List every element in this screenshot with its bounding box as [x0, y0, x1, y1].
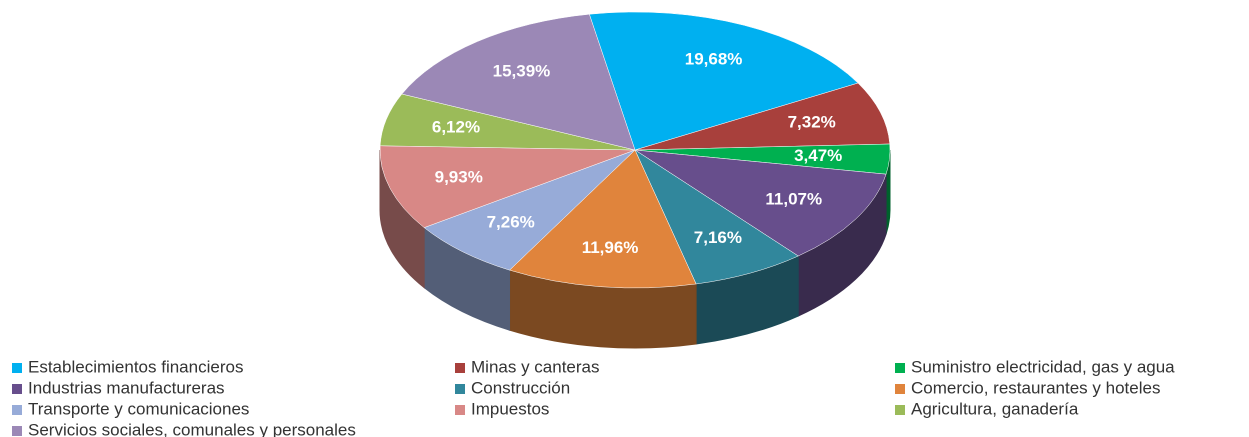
- data-label: 15,39%: [493, 61, 551, 80]
- legend-label: Construcción: [471, 378, 570, 397]
- legend-label: Impuestos: [471, 399, 549, 418]
- slice: [509, 149, 697, 289]
- legend-swatch: [895, 384, 905, 394]
- legend-swatch: [895, 363, 905, 373]
- slice: [401, 13, 636, 151]
- legend-label: Servicios sociales, comunales y personal…: [28, 420, 356, 437]
- slice: [379, 145, 636, 228]
- legend-label: Industrias manufactureras: [28, 378, 225, 397]
- legend-label: Comercio, restaurantes y hoteles: [911, 378, 1160, 397]
- legend-swatch: [12, 426, 22, 436]
- slice: [634, 149, 799, 285]
- legend-label: Suministro electricidad, gas y agua: [911, 357, 1175, 376]
- data-label: 11,96%: [582, 238, 639, 257]
- data-label: 7,32%: [788, 113, 836, 132]
- legend-swatch: [12, 363, 22, 373]
- legend-label: Transporte y comunicaciones: [28, 399, 249, 418]
- legend-swatch: [12, 405, 22, 415]
- slice: [634, 82, 891, 151]
- legend-label: Minas y canteras: [471, 357, 600, 376]
- data-label: 3,47%: [794, 146, 842, 165]
- legend-swatch: [455, 384, 465, 394]
- data-label: 19,68%: [685, 50, 743, 69]
- data-label: 7,26%: [487, 213, 535, 232]
- data-label: 7,16%: [694, 228, 742, 247]
- legend-swatch: [455, 405, 465, 415]
- data-label: 6,12%: [432, 117, 480, 136]
- legend-swatch: [895, 405, 905, 415]
- slice: [589, 11, 859, 151]
- legend-swatch: [12, 384, 22, 394]
- legend-label: Establecimientos financieros: [28, 357, 243, 376]
- data-label: 11,07%: [765, 189, 822, 208]
- slice: [423, 149, 636, 271]
- legend-swatch: [455, 363, 465, 373]
- legend-label: Agricultura, ganadería: [911, 399, 1079, 418]
- data-label: 9,93%: [435, 167, 483, 186]
- slice: [634, 149, 887, 257]
